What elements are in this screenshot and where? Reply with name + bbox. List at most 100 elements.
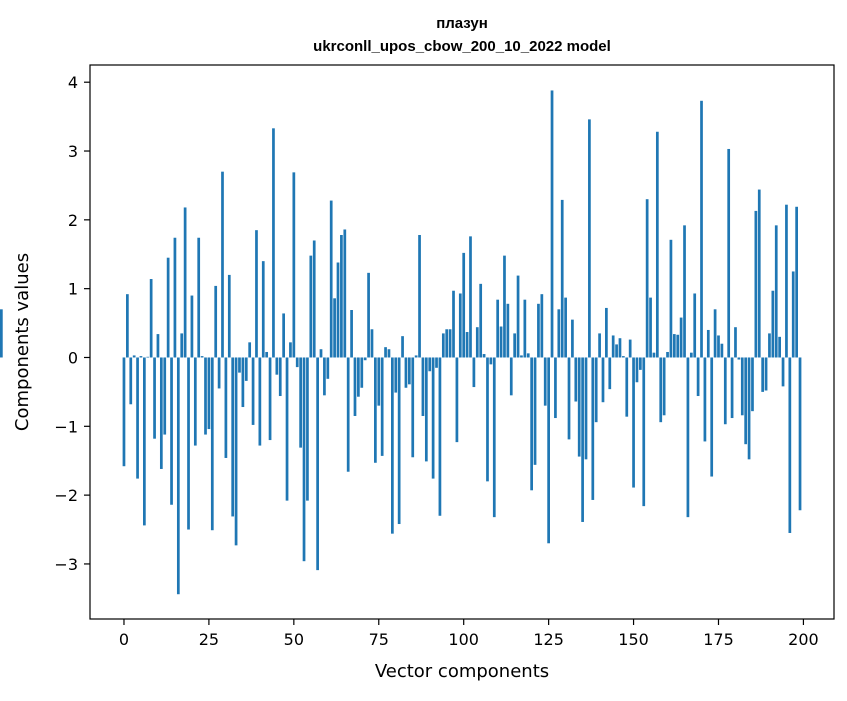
bar xyxy=(153,357,156,439)
y-tick-label: −1 xyxy=(54,417,78,436)
bar xyxy=(615,344,618,358)
bar xyxy=(462,252,466,358)
bar xyxy=(605,307,608,358)
bar xyxy=(197,237,201,358)
bar xyxy=(547,357,550,544)
bar xyxy=(744,357,748,445)
bar xyxy=(700,100,703,358)
bar xyxy=(326,357,330,379)
bar xyxy=(350,310,353,358)
bar xyxy=(227,274,231,358)
bar xyxy=(122,357,126,467)
bar xyxy=(146,356,150,358)
bar xyxy=(455,357,459,443)
bar xyxy=(696,357,700,397)
bar xyxy=(689,352,693,358)
bar xyxy=(132,355,136,358)
bar xyxy=(577,357,581,457)
chart-title-line-1: плазун xyxy=(436,15,488,32)
x-axis-ticks: 0 25 50 75 100 125 150 175 200 xyxy=(119,619,819,649)
bar xyxy=(683,225,686,358)
bar xyxy=(176,357,180,595)
bar xyxy=(571,319,574,358)
bar xyxy=(788,357,792,533)
bar xyxy=(594,357,598,423)
bar xyxy=(737,357,741,360)
bar xyxy=(251,357,255,425)
bar xyxy=(445,329,449,358)
y-tick-label: 0 xyxy=(68,348,78,367)
bar xyxy=(431,357,435,479)
bar xyxy=(255,230,258,358)
bar xyxy=(543,357,547,406)
bar xyxy=(441,333,445,358)
bar xyxy=(126,294,129,358)
bar xyxy=(411,357,415,458)
y-tick-label: −2 xyxy=(54,486,78,505)
chart-title-line-2: ukrconll_upos_cbow_200_10_2022 model xyxy=(313,38,611,55)
bar xyxy=(492,357,496,518)
bar xyxy=(272,128,275,358)
bar xyxy=(163,357,167,435)
bar xyxy=(581,357,584,522)
bar xyxy=(475,327,479,358)
bar xyxy=(686,357,690,518)
bar xyxy=(306,357,309,501)
bar xyxy=(757,189,761,358)
bar xyxy=(370,329,374,358)
bar xyxy=(0,309,3,358)
bar xyxy=(248,342,252,358)
bar xyxy=(391,357,394,534)
bar xyxy=(329,200,333,358)
bar xyxy=(676,334,680,358)
bar xyxy=(448,329,452,358)
bar xyxy=(285,357,289,501)
bar xyxy=(407,357,411,385)
bar xyxy=(360,357,364,388)
bar xyxy=(295,357,299,368)
bar xyxy=(207,357,211,430)
x-tick-label: 25 xyxy=(199,630,219,649)
bar xyxy=(509,357,513,396)
y-tick-label: −3 xyxy=(54,555,78,574)
bar xyxy=(503,255,506,358)
bar xyxy=(747,357,751,460)
bar xyxy=(516,275,520,358)
bar xyxy=(435,357,438,368)
bar xyxy=(628,339,632,358)
bar xyxy=(401,336,404,358)
bar xyxy=(706,329,710,358)
bar xyxy=(139,356,143,358)
bar xyxy=(129,357,133,405)
bar xyxy=(224,357,228,458)
bar xyxy=(394,357,398,393)
bar xyxy=(282,313,285,358)
bar xyxy=(740,357,744,416)
bar xyxy=(672,334,676,358)
bar xyxy=(380,357,384,456)
bar xyxy=(717,335,720,358)
bar xyxy=(214,285,218,358)
bar xyxy=(798,357,802,511)
bar xyxy=(764,357,768,391)
x-tick-label: 0 xyxy=(119,630,129,649)
bar xyxy=(611,335,615,358)
bar xyxy=(302,357,306,562)
bar xyxy=(187,357,190,530)
bar xyxy=(506,303,510,358)
x-tick-label: 175 xyxy=(703,630,734,649)
bar xyxy=(703,357,707,442)
bar xyxy=(316,357,319,571)
bar xyxy=(234,357,238,546)
bar xyxy=(244,357,248,381)
bar xyxy=(774,225,778,358)
bar xyxy=(652,352,656,358)
bar xyxy=(268,357,272,441)
bar xyxy=(761,357,765,392)
bar xyxy=(190,295,194,358)
bar xyxy=(469,236,472,358)
bar xyxy=(421,357,425,416)
bar xyxy=(221,171,224,358)
y-tick-label: 4 xyxy=(68,73,78,92)
bar xyxy=(554,357,557,419)
